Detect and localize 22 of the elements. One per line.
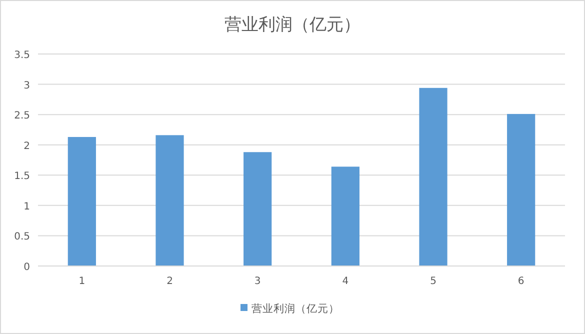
bar bbox=[419, 88, 448, 266]
x-tick-label: 4 bbox=[342, 276, 349, 287]
y-tick-label: 3 bbox=[24, 80, 30, 92]
x-tick-label: 3 bbox=[254, 276, 261, 287]
bar bbox=[331, 166, 360, 266]
y-tick-label: 3.5 bbox=[14, 50, 30, 61]
x-tick-label: 6 bbox=[518, 276, 524, 287]
x-tick-label: 2 bbox=[166, 276, 173, 287]
chart-title: 营业利润（亿元） bbox=[224, 15, 360, 35]
y-tick-label: 2 bbox=[24, 140, 30, 152]
y-tick-label: 2.5 bbox=[14, 110, 30, 122]
bar bbox=[507, 114, 536, 266]
bar bbox=[68, 136, 96, 266]
x-tick-label: 1 bbox=[78, 276, 86, 287]
legend-label: 营业利润（亿元） bbox=[252, 302, 340, 315]
y-tick-label: 1.5 bbox=[14, 171, 30, 182]
y-tick-label: 0.5 bbox=[14, 232, 30, 243]
y-tick-label: 0 bbox=[24, 262, 30, 273]
bar bbox=[244, 152, 272, 266]
y-tick-label: 1 bbox=[24, 201, 30, 212]
bar bbox=[156, 135, 184, 266]
x-tick-label: 5 bbox=[430, 276, 436, 287]
